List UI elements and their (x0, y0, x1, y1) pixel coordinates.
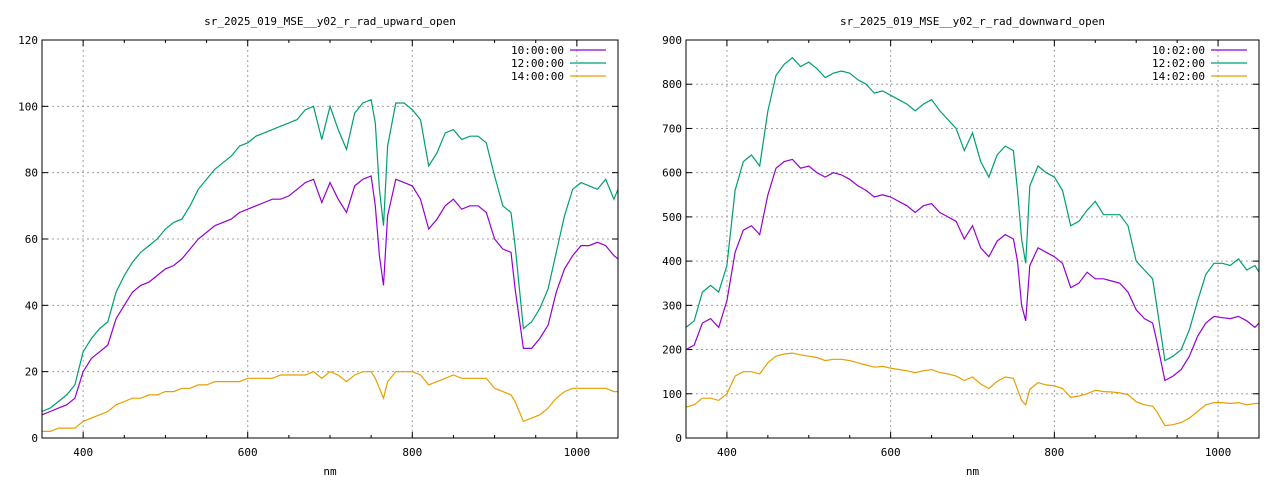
y-tick-label: 300 (662, 299, 682, 312)
x-axis-label: nm (323, 465, 337, 478)
plot-frame (685, 39, 1260, 439)
x-tick-label: 400 (717, 446, 737, 459)
legend-label: 12:00:00 (511, 57, 564, 70)
x-tick-label: 1000 (564, 446, 591, 459)
legend-label: 12:02:00 (1152, 57, 1205, 70)
legend-label: 14:02:00 (1152, 70, 1205, 83)
y-tick-label: 200 (662, 344, 682, 357)
y-tick-label: 60 (25, 233, 38, 246)
series-line-3 (686, 352, 1259, 427)
x-tick-label: 1000 (1205, 446, 1232, 459)
y-tick-label: 700 (662, 122, 682, 135)
chart-title: sr_2025_019_MSE__y02_r_rad_downward_open (840, 15, 1105, 28)
y-tick-label: 900 (662, 34, 682, 47)
series-line-3 (42, 371, 618, 432)
y-tick-label: 500 (662, 211, 682, 224)
chart-2: sr_2025_019_MSE__y02_r_rad_downward_open… (662, 15, 1260, 478)
series-line-2 (42, 98, 618, 413)
legend-label: 10:02:00 (1152, 44, 1205, 57)
chart-1: sr_2025_019_MSE__y02_r_rad_upward_open 40… (18, 15, 619, 478)
y-tick-label: 100 (18, 100, 38, 113)
legend-label: 10:00:00 (511, 44, 564, 57)
series-line-1 (686, 158, 1259, 382)
x-tick-label: 600 (238, 446, 258, 459)
x-tick-label: 800 (1044, 446, 1064, 459)
chart-title: sr_2025_019_MSE__y02_r_rad_upward_open (204, 15, 456, 28)
y-tick-label: 40 (25, 299, 38, 312)
y-tick-label: 600 (662, 167, 682, 180)
y-tick-label: 0 (675, 432, 682, 445)
x-tick-label: 800 (402, 446, 422, 459)
plot-frame (41, 39, 619, 439)
legend-label: 14:00:00 (511, 70, 564, 83)
series-line-1 (42, 175, 618, 416)
y-tick-label: 800 (662, 78, 682, 91)
x-tick-label: 600 (881, 446, 901, 459)
y-tick-label: 120 (18, 34, 38, 47)
y-tick-label: 0 (31, 432, 38, 445)
y-tick-label: 400 (662, 255, 682, 268)
y-tick-label: 80 (25, 167, 38, 180)
y-tick-label: 20 (25, 366, 38, 379)
x-axis-label: nm (966, 465, 980, 478)
x-tick-label: 400 (73, 446, 93, 459)
y-tick-label: 100 (662, 388, 682, 401)
series-line-2 (686, 56, 1259, 362)
